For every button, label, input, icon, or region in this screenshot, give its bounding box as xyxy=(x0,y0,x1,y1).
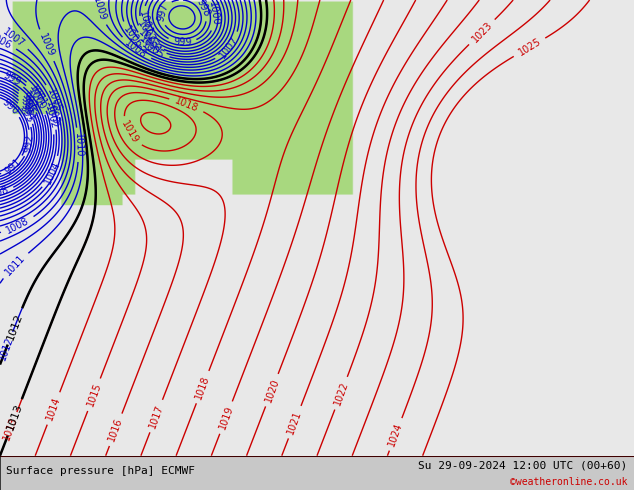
Text: 1016: 1016 xyxy=(107,416,124,443)
Text: 1017: 1017 xyxy=(147,403,165,429)
Text: 1007: 1007 xyxy=(1,26,27,49)
Text: 1011: 1011 xyxy=(3,253,27,277)
Text: 1003: 1003 xyxy=(44,99,61,126)
Text: 1006: 1006 xyxy=(0,30,13,51)
Text: 1022: 1022 xyxy=(332,380,350,407)
Text: 1013: 1013 xyxy=(5,402,24,432)
Text: 1024: 1024 xyxy=(387,421,404,448)
Text: 990: 990 xyxy=(0,97,20,117)
Text: 998: 998 xyxy=(195,0,212,19)
Text: 1014: 1014 xyxy=(44,395,62,422)
Text: 999: 999 xyxy=(1,71,22,88)
Text: 997: 997 xyxy=(156,2,170,23)
Text: 1000: 1000 xyxy=(207,1,221,26)
Text: 998: 998 xyxy=(0,185,10,200)
Text: 1004: 1004 xyxy=(138,33,164,56)
Text: 992: 992 xyxy=(23,133,36,153)
Text: 1005: 1005 xyxy=(139,39,165,61)
Text: 995: 995 xyxy=(18,97,37,118)
Text: 1002: 1002 xyxy=(135,19,157,45)
Text: 1007: 1007 xyxy=(217,34,240,60)
Text: 1019: 1019 xyxy=(217,404,235,431)
Text: 1008: 1008 xyxy=(4,216,31,236)
Text: 999: 999 xyxy=(173,37,191,48)
Text: 1013: 1013 xyxy=(2,415,20,441)
Text: 1012: 1012 xyxy=(5,312,25,342)
Text: 996: 996 xyxy=(19,93,37,114)
Text: 1010: 1010 xyxy=(73,132,84,157)
Text: 1025: 1025 xyxy=(516,36,543,58)
Text: 1001: 1001 xyxy=(137,10,154,36)
Text: Su 29-09-2024 12:00 UTC (00+60): Su 29-09-2024 12:00 UTC (00+60) xyxy=(418,460,628,470)
Text: 1005: 1005 xyxy=(45,87,63,114)
Text: Surface pressure [hPa] ECMWF: Surface pressure [hPa] ECMWF xyxy=(6,466,195,476)
Text: 1019: 1019 xyxy=(119,120,139,146)
Text: 1006: 1006 xyxy=(121,24,144,49)
Text: 1002: 1002 xyxy=(43,104,59,130)
Text: 1009: 1009 xyxy=(37,32,56,58)
Text: 993: 993 xyxy=(18,104,35,125)
Text: 991: 991 xyxy=(3,156,23,176)
Text: 997: 997 xyxy=(20,90,39,111)
Text: 1001: 1001 xyxy=(27,82,49,108)
Text: 1003: 1003 xyxy=(136,27,161,52)
Text: 1012: 1012 xyxy=(0,335,15,362)
Text: 1000: 1000 xyxy=(27,86,48,112)
Text: 1018: 1018 xyxy=(194,374,212,400)
Text: 1018: 1018 xyxy=(173,96,200,114)
Text: 1015: 1015 xyxy=(85,381,103,408)
Text: 1009: 1009 xyxy=(91,0,108,22)
Text: 1020: 1020 xyxy=(263,377,281,403)
Text: 1021: 1021 xyxy=(286,409,304,436)
Text: 994: 994 xyxy=(18,101,36,122)
Text: 1004: 1004 xyxy=(42,159,61,185)
Text: 1023: 1023 xyxy=(470,20,494,44)
Text: ©weatheronline.co.uk: ©weatheronline.co.uk xyxy=(510,477,628,488)
Text: 1008: 1008 xyxy=(123,38,148,61)
